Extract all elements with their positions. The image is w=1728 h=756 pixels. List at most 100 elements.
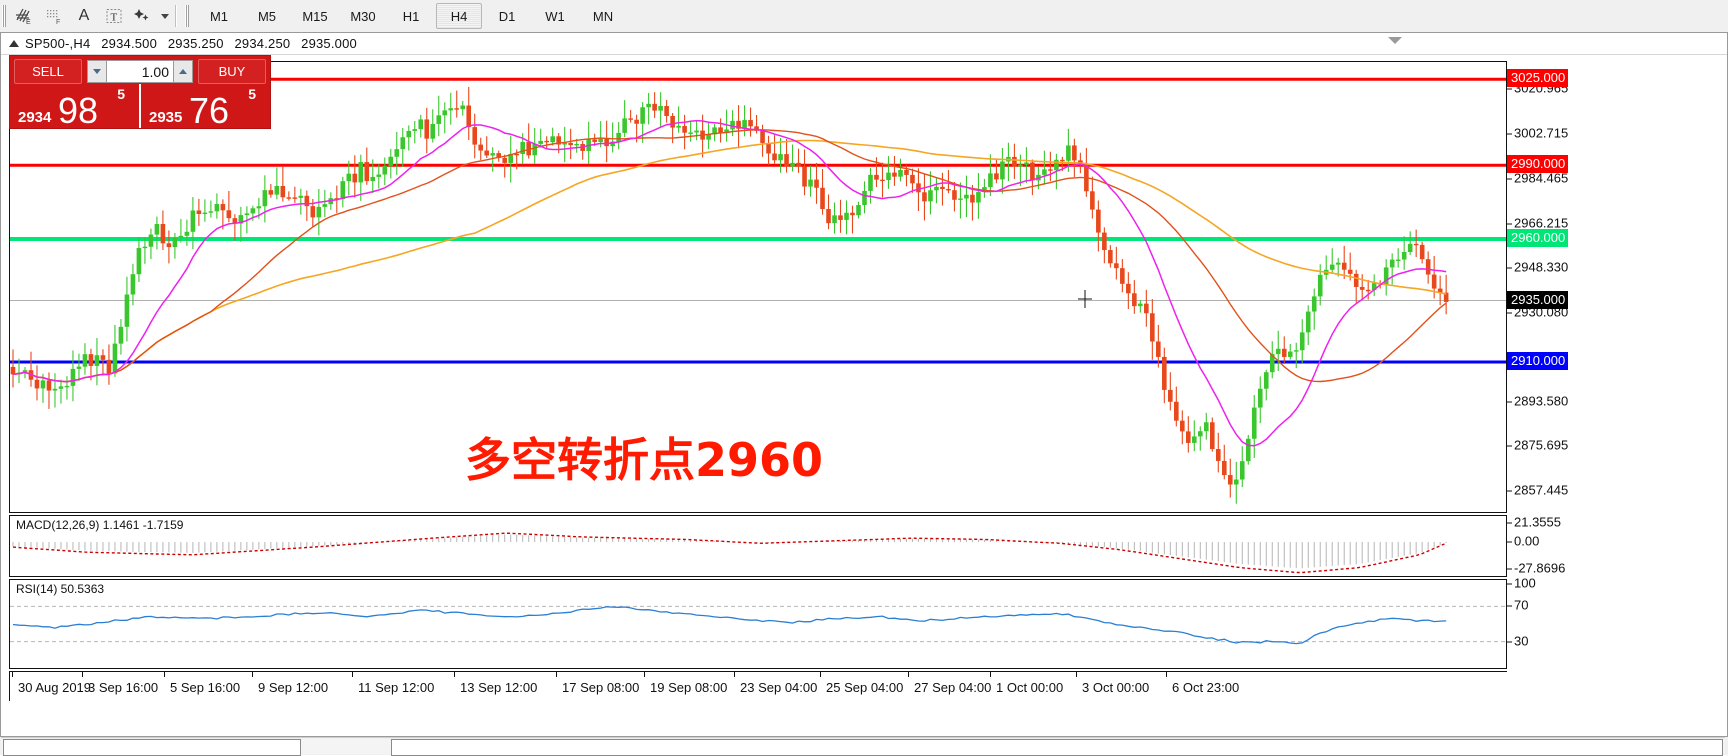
rsi-pane[interactable]: RSI(14) 50.5363 bbox=[9, 579, 1507, 669]
candle bbox=[928, 171, 933, 215]
toolbar-grip[interactable] bbox=[2, 5, 6, 27]
indicators-icon[interactable]: E bbox=[9, 3, 39, 29]
timeframe-button-m1[interactable]: M1 bbox=[209, 8, 229, 24]
candle bbox=[316, 189, 322, 236]
candle bbox=[388, 148, 394, 179]
timeframe-button-mn[interactable]: MN bbox=[592, 8, 614, 24]
ohlc-open: 2934.500 bbox=[101, 36, 158, 51]
sell-button[interactable]: SELL bbox=[14, 59, 82, 84]
timeframe-button-d1[interactable]: D1 bbox=[498, 8, 516, 24]
timeframe-button-w1[interactable]: W1 bbox=[545, 8, 565, 24]
candle bbox=[742, 105, 747, 137]
candle bbox=[394, 131, 400, 175]
timeframe-button-m5[interactable]: M5 bbox=[257, 8, 277, 24]
time-tick-label: 9 Sep 12:00 bbox=[258, 680, 329, 695]
candle bbox=[1024, 147, 1029, 183]
time-tick-label: 27 Sep 04:00 bbox=[914, 680, 992, 695]
text-tool-icon[interactable]: A bbox=[78, 7, 90, 24]
scrollbar-thumb-left[interactable] bbox=[3, 738, 301, 756]
price-tag-pivot[interactable]: 2960.000 bbox=[1507, 229, 1569, 248]
candle bbox=[436, 95, 442, 137]
volume-increase-button[interactable] bbox=[173, 60, 193, 83]
buy-button[interactable]: BUY bbox=[198, 59, 266, 84]
objects-icon[interactable] bbox=[129, 3, 159, 29]
price-tag-resistance[interactable]: 3025.000 bbox=[1507, 69, 1569, 88]
pane-resize-handle[interactable] bbox=[1388, 37, 1402, 44]
time-axis[interactable]: 30 Aug 2019 3 Sep 16:00 5 Sep 16:00 9 Sep 1… bbox=[9, 671, 1507, 701]
time-tick-label: 6 Oct 23:00 bbox=[1172, 680, 1240, 695]
time-tick-mark bbox=[990, 672, 991, 677]
candle bbox=[898, 158, 903, 182]
candle bbox=[202, 199, 208, 222]
time-tick-mark bbox=[454, 672, 455, 677]
candle bbox=[676, 106, 681, 133]
ask-quote[interactable]: 2935 76 5 bbox=[141, 84, 270, 131]
candle bbox=[706, 121, 711, 149]
candle bbox=[370, 159, 376, 194]
volume-stepper[interactable]: 1.00 bbox=[87, 60, 193, 83]
candle bbox=[1383, 259, 1389, 296]
candle bbox=[130, 263, 136, 306]
candle bbox=[1275, 330, 1281, 371]
timeframe-grip[interactable] bbox=[185, 5, 189, 27]
candle bbox=[1132, 280, 1137, 314]
price-tag-resistance[interactable]: 2990.000 bbox=[1507, 155, 1569, 174]
candle bbox=[748, 107, 753, 137]
candle bbox=[910, 168, 915, 193]
candle bbox=[724, 109, 729, 142]
crosshair-marker bbox=[1078, 290, 1092, 308]
price-tick: 2966.215 bbox=[1507, 215, 1568, 230]
price-scale[interactable]: 3020.965 3002.715 2984.465 2966.215 2948.330… bbox=[1507, 61, 1723, 513]
horizontal-scrollbar[interactable] bbox=[1, 737, 1725, 756]
candle bbox=[1359, 274, 1365, 300]
volume-decrease-button[interactable] bbox=[87, 60, 107, 83]
candle bbox=[148, 228, 154, 260]
timeframe-button-h4[interactable]: H4 bbox=[436, 3, 482, 29]
time-tick-mark bbox=[352, 672, 353, 677]
candle bbox=[970, 185, 975, 221]
scrollbar-track[interactable] bbox=[1, 738, 1725, 756]
timeframe-button-m15[interactable]: M15 bbox=[302, 8, 328, 24]
scrollbar-thumb-right[interactable] bbox=[391, 738, 1723, 756]
candle bbox=[1443, 274, 1449, 315]
rsi-scale: 100 70 30 bbox=[1507, 576, 1723, 669]
price-tag-last-price[interactable]: 2935.000 bbox=[1507, 290, 1569, 309]
candle bbox=[364, 147, 370, 185]
bid-quote[interactable]: 2934 98 5 bbox=[10, 84, 141, 131]
candle bbox=[802, 149, 807, 196]
candle bbox=[298, 188, 304, 215]
candle bbox=[790, 144, 795, 172]
ma-fast-line bbox=[12, 119, 1447, 447]
time-tick-label: 13 Sep 12:00 bbox=[460, 680, 538, 695]
candle bbox=[1084, 147, 1089, 197]
candle bbox=[52, 373, 58, 408]
candle bbox=[976, 173, 981, 219]
price-tick: 2857.445 bbox=[1507, 483, 1568, 498]
candle bbox=[430, 109, 436, 143]
objects-dropdown-caret[interactable] bbox=[161, 13, 169, 19]
candle bbox=[154, 216, 160, 250]
rsi-canvas bbox=[10, 605, 1506, 645]
label-tool-icon[interactable]: T bbox=[99, 3, 129, 29]
candle bbox=[1215, 432, 1221, 473]
periodicity-icon[interactable]: F bbox=[39, 3, 69, 29]
candle bbox=[1012, 143, 1017, 179]
candle bbox=[964, 175, 969, 218]
price-pane[interactable]: 多空转折点2960 bbox=[9, 61, 1507, 513]
rsi-line bbox=[12, 606, 1447, 645]
chart-annotation: 多空转折点2960 bbox=[465, 433, 824, 487]
candle bbox=[574, 138, 579, 153]
volume-input[interactable]: 1.00 bbox=[107, 60, 173, 83]
price-tag-support[interactable]: 2910.000 bbox=[1507, 352, 1569, 370]
candle bbox=[1413, 229, 1419, 258]
ask-price-base: 2935 bbox=[149, 109, 183, 126]
ma-slow-line bbox=[12, 139, 1447, 383]
macd-pane[interactable]: MACD(12,26,9) 1.1461 -1.7159 bbox=[9, 515, 1507, 577]
collapse-triangle-icon[interactable] bbox=[9, 40, 19, 47]
candle bbox=[580, 141, 585, 160]
timeframe-button-m30[interactable]: M30 bbox=[350, 8, 376, 24]
candle bbox=[1389, 253, 1395, 285]
candle bbox=[892, 155, 897, 186]
candle bbox=[184, 219, 190, 246]
timeframe-button-h1[interactable]: H1 bbox=[402, 8, 420, 24]
